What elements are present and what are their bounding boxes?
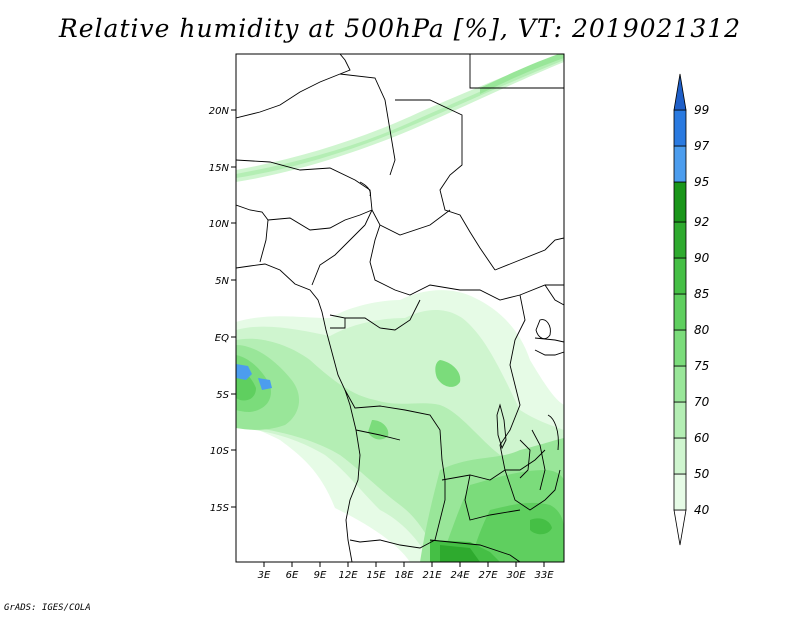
colorbar-segment — [673, 401, 687, 439]
country-boundaries — [236, 54, 564, 562]
latitude-axis: 20N 15N 10N 5N EQ 5S 10S 15S — [209, 106, 236, 514]
lat-label: 15S — [210, 503, 230, 514]
colorbar-segment — [673, 221, 687, 259]
grads-credit: GrADS: IGES/COLA — [4, 603, 91, 613]
humidity-shading — [236, 54, 564, 562]
colorbar-label: 60 — [694, 431, 710, 445]
lon-label: 30E — [506, 570, 526, 581]
lon-label: 33E — [534, 570, 554, 581]
colorbar-label: 70 — [694, 395, 710, 409]
lat-label: 10N — [209, 219, 230, 230]
colorbar-segment — [673, 509, 687, 546]
colorbar-label: 80 — [694, 323, 710, 337]
lat-label: 5N — [215, 276, 229, 287]
lat-label: 15N — [209, 163, 230, 174]
lon-label: 6E — [286, 570, 299, 581]
colorbar-segment — [673, 473, 687, 511]
colorbar-segment — [673, 365, 687, 403]
lat-label: EQ — [215, 333, 229, 344]
colorbar-labels: 40 50 60 70 75 80 85 90 92 95 97 99 — [694, 103, 710, 517]
map-title: Relative humidity at 500hPa [%], VT: 201… — [58, 14, 742, 43]
colorbar-label: 97 — [694, 139, 710, 153]
colorbar — [673, 73, 687, 546]
colorbar-label: 90 — [694, 251, 710, 265]
colorbar-segment — [673, 293, 687, 331]
colorbar-segment — [673, 329, 687, 367]
lon-label: 3E — [258, 570, 271, 581]
lat-label: 5S — [216, 390, 229, 401]
lon-label: 27E — [478, 570, 498, 581]
colorbar-label: 95 — [694, 175, 709, 189]
colorbar-label: 75 — [694, 359, 709, 373]
lon-label: 24E — [450, 570, 470, 581]
lon-label: 21E — [422, 570, 442, 581]
lon-label: 18E — [394, 570, 414, 581]
lon-label: 12E — [338, 570, 358, 581]
colorbar-segment — [673, 73, 687, 111]
colorbar-segment — [673, 109, 687, 147]
lon-label: 9E — [314, 570, 327, 581]
colorbar-segment — [673, 181, 687, 223]
colorbar-label: 92 — [694, 215, 709, 229]
colorbar-label: 85 — [694, 287, 709, 301]
longitude-axis: 3E 6E 9E 12E 15E 18E 21E 24E 27E 30E 33E — [258, 562, 554, 581]
colorbar-label: 40 — [694, 503, 710, 517]
lat-label: 10S — [210, 446, 230, 457]
lon-label: 15E — [366, 570, 386, 581]
colorbar-label: 50 — [694, 467, 710, 481]
colorbar-segment — [673, 145, 687, 183]
colorbar-label: 99 — [694, 103, 709, 117]
northern-moist-band — [236, 54, 564, 182]
lat-label: 20N — [209, 106, 230, 117]
colorbar-segment — [673, 437, 687, 475]
map-frame — [235, 53, 565, 563]
colorbar-segment — [673, 257, 687, 295]
